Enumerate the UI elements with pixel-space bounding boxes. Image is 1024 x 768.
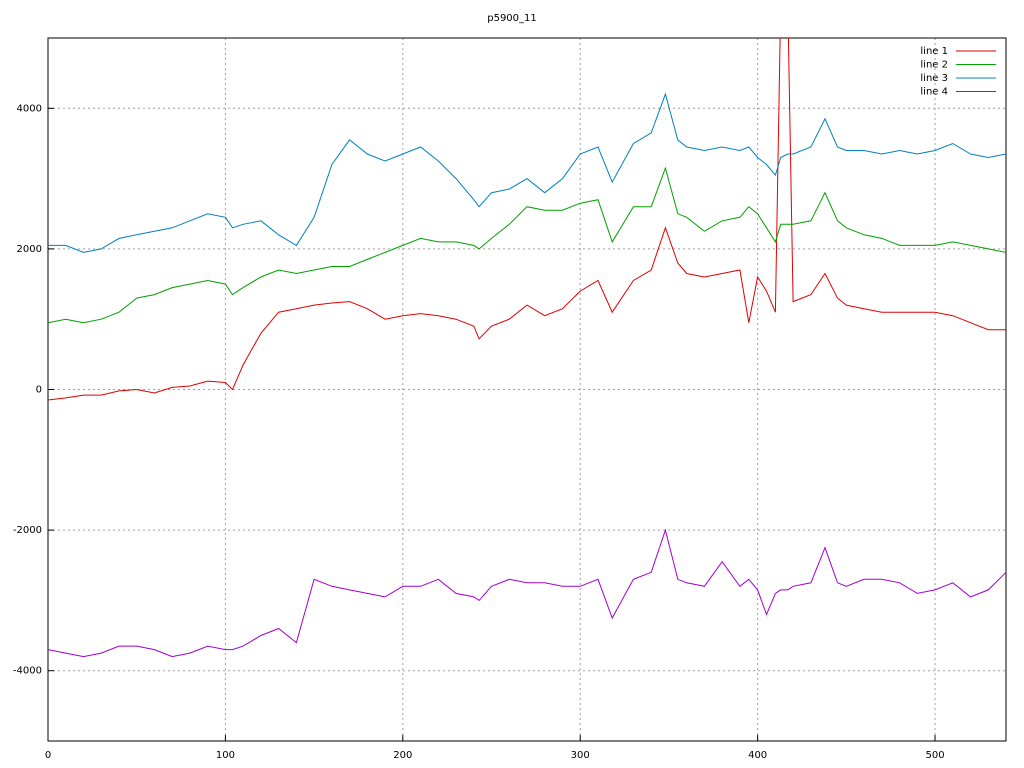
legend-label: line 4 — [920, 87, 948, 98]
data-line — [48, 38, 1006, 401]
plot-area — [48, 38, 1006, 658]
y-tick-label: -4000 — [13, 666, 42, 677]
y-tick-label: 2000 — [17, 244, 42, 255]
legend-label: line 2 — [920, 60, 948, 71]
legend-label: line 1 — [920, 46, 948, 57]
x-tick-label: 0 — [45, 750, 51, 761]
plot-border — [47, 37, 1007, 742]
data-line — [48, 528, 1006, 658]
data-line — [48, 166, 1006, 324]
x-tick-label: 500 — [925, 750, 944, 761]
chart-title: p5900_11 — [487, 13, 537, 24]
x-tick-label: 200 — [393, 750, 412, 761]
data-line — [48, 92, 1006, 253]
x-tick-label: 400 — [748, 750, 767, 761]
y-tick-label: 4000 — [17, 103, 42, 114]
legend-label: line 3 — [920, 73, 948, 84]
y-tick-label: -2000 — [13, 525, 42, 536]
x-tick-label: 100 — [216, 750, 235, 761]
y-tick-label: 0 — [36, 385, 42, 396]
x-tick-label: 300 — [571, 750, 590, 761]
